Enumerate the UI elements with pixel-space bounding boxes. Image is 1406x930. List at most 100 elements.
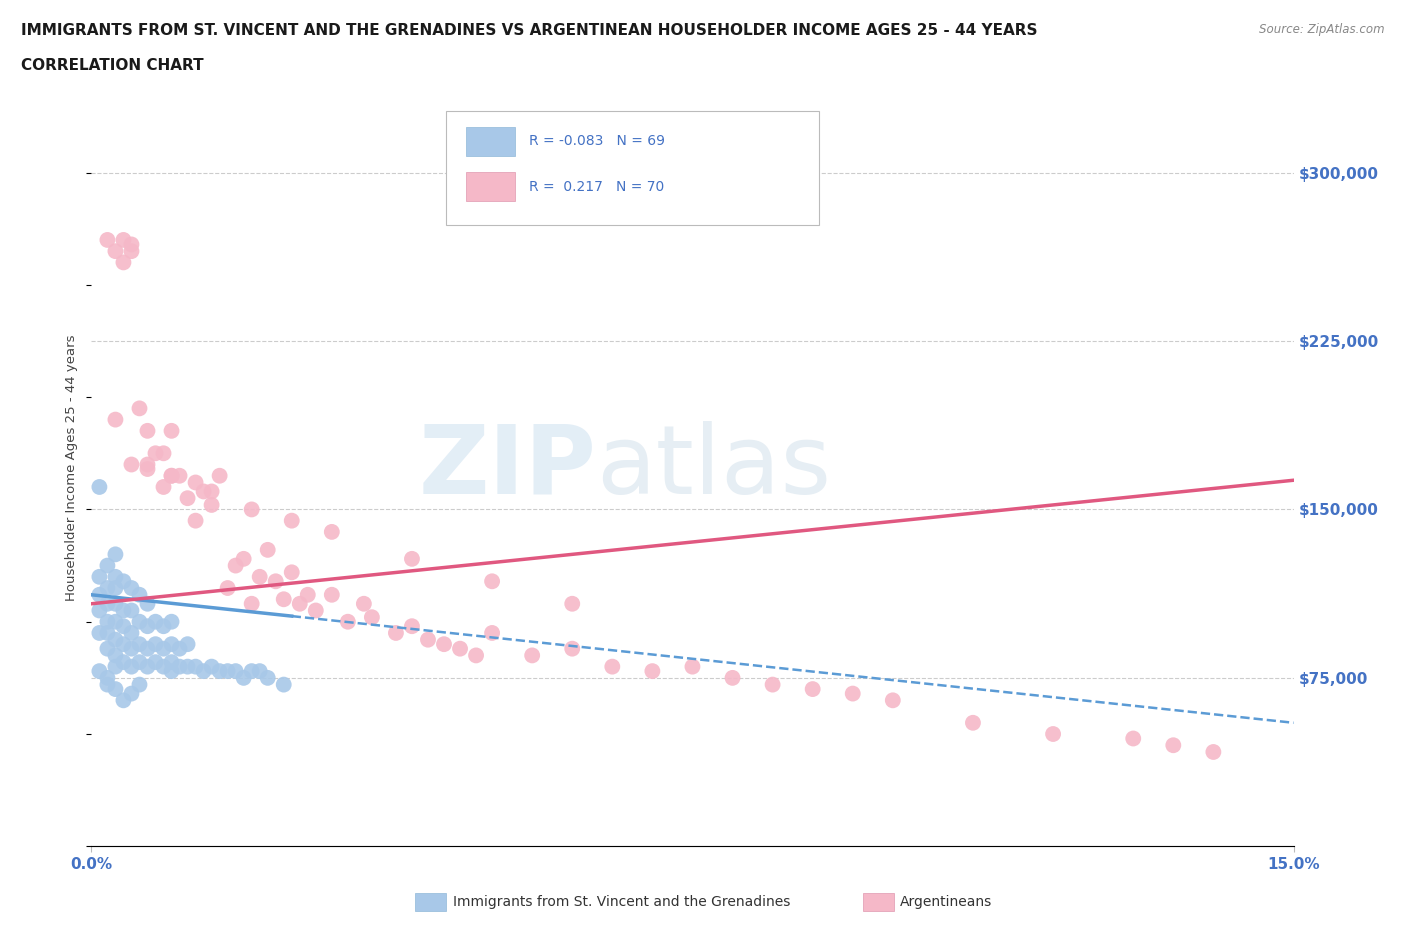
Point bbox=[96, 671, 118, 685]
Point bbox=[217, 580, 239, 595]
Point bbox=[321, 525, 343, 539]
Point bbox=[281, 513, 304, 528]
Point bbox=[121, 641, 143, 656]
Point bbox=[160, 615, 183, 630]
Point bbox=[762, 677, 785, 692]
Point bbox=[136, 659, 159, 674]
Point bbox=[176, 491, 198, 506]
Point bbox=[561, 596, 583, 611]
Point bbox=[264, 574, 287, 589]
Point bbox=[121, 626, 143, 641]
Point bbox=[136, 618, 159, 633]
Point bbox=[136, 461, 159, 476]
Point bbox=[169, 659, 191, 674]
Point bbox=[104, 412, 127, 427]
Point bbox=[208, 469, 231, 484]
Point bbox=[121, 686, 143, 701]
Point bbox=[96, 677, 118, 692]
Point bbox=[121, 237, 143, 252]
Point bbox=[160, 664, 183, 679]
Point bbox=[169, 641, 191, 656]
Point bbox=[96, 558, 118, 573]
Point bbox=[104, 596, 127, 611]
Point bbox=[112, 655, 135, 670]
Point bbox=[240, 596, 263, 611]
Text: ZIP: ZIP bbox=[419, 421, 596, 514]
Point bbox=[89, 588, 111, 603]
Point bbox=[201, 484, 224, 498]
Point bbox=[1122, 731, 1144, 746]
Point bbox=[465, 648, 488, 663]
Point bbox=[96, 580, 118, 595]
Text: Source: ZipAtlas.com: Source: ZipAtlas.com bbox=[1260, 23, 1385, 36]
Point bbox=[433, 637, 456, 652]
Point bbox=[602, 659, 624, 674]
Text: CORRELATION CHART: CORRELATION CHART bbox=[21, 58, 204, 73]
Point bbox=[104, 682, 127, 697]
Point bbox=[89, 603, 111, 618]
Point bbox=[1042, 726, 1064, 741]
Point bbox=[305, 603, 328, 618]
Point bbox=[160, 655, 183, 670]
Point bbox=[176, 659, 198, 674]
Point bbox=[232, 671, 254, 685]
Point bbox=[962, 715, 984, 730]
Point bbox=[104, 569, 127, 584]
Text: Argentineans: Argentineans bbox=[900, 895, 993, 910]
Point bbox=[128, 637, 150, 652]
Text: IMMIGRANTS FROM ST. VINCENT AND THE GRENADINES VS ARGENTINEAN HOUSEHOLDER INCOME: IMMIGRANTS FROM ST. VINCENT AND THE GREN… bbox=[21, 23, 1038, 38]
Point bbox=[184, 513, 207, 528]
Point bbox=[96, 615, 118, 630]
Point bbox=[112, 637, 135, 652]
Point bbox=[128, 401, 150, 416]
Point bbox=[240, 664, 263, 679]
Point bbox=[104, 632, 127, 647]
Point bbox=[225, 664, 247, 679]
Point bbox=[169, 469, 191, 484]
Point bbox=[160, 469, 183, 484]
Point bbox=[152, 445, 174, 460]
Y-axis label: Householder Income Ages 25 - 44 years: Householder Income Ages 25 - 44 years bbox=[65, 334, 79, 601]
Point bbox=[256, 671, 278, 685]
Point bbox=[104, 648, 127, 663]
Point bbox=[240, 502, 263, 517]
Point bbox=[104, 547, 127, 562]
Text: R = -0.083   N = 69: R = -0.083 N = 69 bbox=[529, 135, 665, 149]
Point bbox=[401, 618, 423, 633]
Point bbox=[89, 626, 111, 641]
Point bbox=[152, 480, 174, 495]
Point bbox=[112, 232, 135, 247]
Point bbox=[232, 551, 254, 566]
Point bbox=[89, 569, 111, 584]
Point bbox=[121, 659, 143, 674]
Point bbox=[217, 664, 239, 679]
Point bbox=[336, 615, 359, 630]
Point bbox=[1202, 745, 1225, 760]
Point bbox=[89, 480, 111, 495]
Point bbox=[104, 580, 127, 595]
Point bbox=[121, 603, 143, 618]
Point bbox=[208, 664, 231, 679]
Point bbox=[160, 469, 183, 484]
Point bbox=[96, 596, 118, 611]
Point bbox=[152, 618, 174, 633]
Point bbox=[112, 574, 135, 589]
Point bbox=[136, 641, 159, 656]
Point bbox=[152, 659, 174, 674]
Point bbox=[353, 596, 375, 611]
Point bbox=[128, 655, 150, 670]
Point bbox=[481, 574, 503, 589]
Point bbox=[136, 457, 159, 472]
Point bbox=[104, 244, 127, 259]
Point bbox=[145, 445, 167, 460]
Point bbox=[128, 588, 150, 603]
Point bbox=[121, 457, 143, 472]
Point bbox=[385, 626, 408, 641]
Point bbox=[184, 659, 207, 674]
Point bbox=[112, 255, 135, 270]
Point bbox=[201, 659, 224, 674]
Point bbox=[145, 637, 167, 652]
Point bbox=[1163, 737, 1185, 752]
Point bbox=[193, 664, 215, 679]
Point bbox=[160, 423, 183, 438]
